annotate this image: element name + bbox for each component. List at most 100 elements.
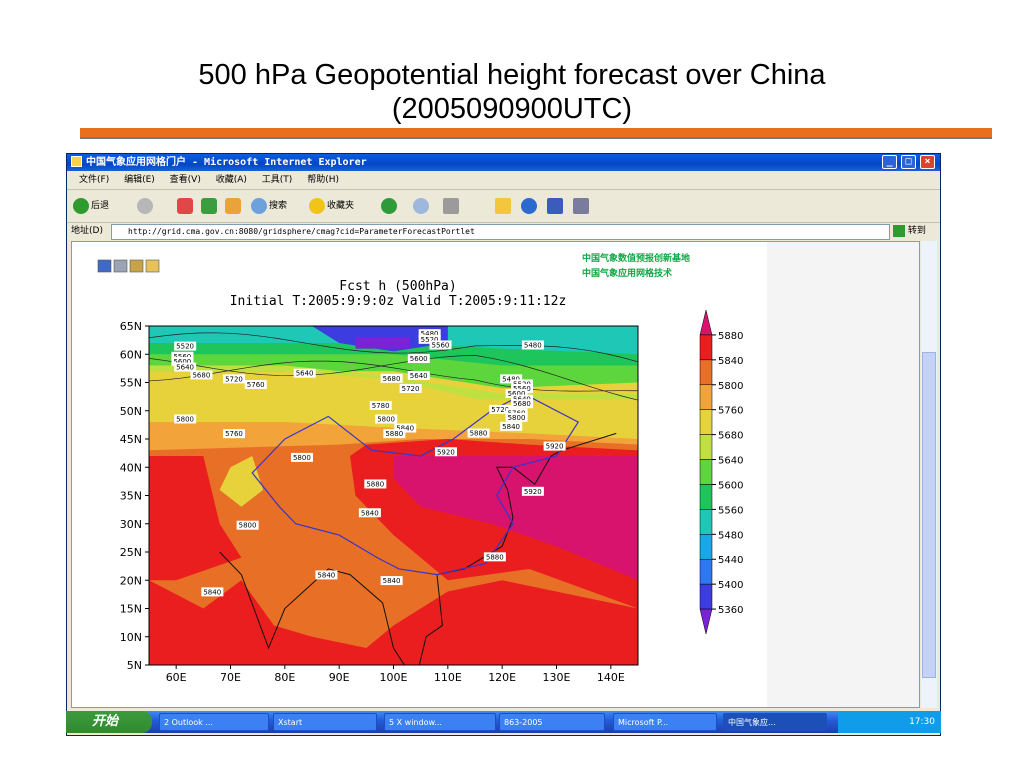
contour-label: 5800: [377, 415, 395, 423]
colorbar-segment: [699, 334, 713, 361]
task-outlook[interactable]: 2 Outlook ...: [159, 713, 269, 731]
task-ie[interactable]: 中国气象应...: [723, 713, 827, 731]
x-tick-label: 60E: [166, 671, 187, 684]
window-titlebar[interactable]: 中国气象应用网格门户 - Microsoft Internet Explorer…: [67, 154, 940, 171]
search-icon: [251, 197, 267, 214]
stop-button[interactable]: [177, 196, 195, 216]
y-tick-label: 25N: [120, 546, 142, 559]
contour-line: [149, 355, 638, 401]
colorbar-label: 5840: [718, 356, 743, 367]
contour-label-bg: [223, 429, 246, 439]
menu-file[interactable]: 文件(F): [79, 175, 110, 185]
page-side-panel: [767, 242, 919, 707]
messenger-button[interactable]: [521, 196, 539, 216]
favorites-button[interactable]: 收藏夹: [309, 196, 354, 216]
task-label: Microsoft P...: [618, 718, 669, 727]
contour-label-bg: [467, 428, 490, 438]
colorbar-label: 5680: [718, 431, 743, 442]
contour-label-bg: [434, 447, 457, 457]
print-icon: [443, 197, 459, 214]
contour-label: 5720: [402, 385, 420, 393]
y-tick-label: 40N: [120, 461, 142, 474]
contour-label-bg: [383, 429, 406, 439]
browser-window: 中国气象应用网格门户 - Microsoft Internet Explorer…: [66, 153, 941, 736]
clock: 17:30: [909, 717, 935, 727]
contour-label-bg: [399, 383, 422, 393]
vertical-scrollbar[interactable]: [921, 241, 937, 708]
band-fill: [219, 455, 264, 507]
contour-label: 5880: [385, 430, 403, 438]
home-button[interactable]: [225, 196, 243, 216]
search-label: 搜索: [269, 201, 288, 211]
colorbar-segment: [699, 534, 713, 560]
contour-label: 5760: [247, 381, 265, 389]
history-button[interactable]: [381, 196, 399, 216]
stop-icon: [177, 197, 193, 214]
contour-label: 5720: [491, 406, 509, 414]
contour-label-bg: [505, 408, 528, 418]
home-icon: [225, 197, 241, 214]
contour-label: 5600: [410, 355, 428, 363]
contour-label: 5800: [239, 522, 257, 530]
contour-label: 5800: [176, 415, 194, 423]
task-label: Xstart: [278, 718, 303, 727]
minimize-icon[interactable]: _: [882, 155, 897, 169]
contour-label-bg: [223, 374, 246, 384]
contour-label-bg: [375, 414, 398, 424]
go-button[interactable]: 转到: [893, 223, 926, 240]
folder-button[interactable]: [495, 196, 513, 216]
contour-label: 5640: [176, 364, 194, 372]
contour-label-bg: [505, 389, 528, 399]
menu-edit[interactable]: 编辑(E): [124, 175, 155, 185]
task-powerpoint[interactable]: Microsoft P...: [613, 713, 717, 731]
back-button[interactable]: 后退: [73, 196, 109, 216]
task-label: 863-2005: [504, 718, 543, 727]
messenger-icon: [521, 197, 537, 214]
research-button[interactable]: [573, 196, 591, 216]
contour-label: 5800: [508, 414, 526, 422]
export-icon: [129, 259, 144, 273]
contour-label: 5680: [383, 375, 401, 383]
tool-button[interactable]: [547, 196, 565, 216]
contour-label: 5680: [513, 400, 531, 408]
band-fill: [149, 455, 242, 581]
contour-label-bg: [429, 340, 452, 350]
page-content: 中国气象数值预报创新基地 中国气象应用网格技术 Fcst h (500hPa) Ini…: [71, 241, 920, 708]
contour-label-bg: [174, 362, 197, 372]
contour-label-bg: [315, 570, 338, 580]
mail-button[interactable]: [413, 196, 431, 216]
contour-label: 5560: [173, 353, 191, 361]
scrollbar-thumb[interactable]: [922, 352, 936, 678]
favorites-label: 收藏夹: [327, 201, 355, 211]
menu-help[interactable]: 帮助(H): [307, 175, 339, 185]
colorbar-label: 5480: [718, 530, 743, 541]
task-863[interactable]: 863-2005: [499, 713, 605, 731]
contour-label-bg: [511, 383, 534, 393]
y-tick-label: 10N: [120, 631, 142, 644]
contour-label: 5840: [383, 577, 401, 585]
menu-tools[interactable]: 工具(T): [261, 175, 293, 185]
contour-label-bg: [394, 423, 417, 433]
menu-favorites[interactable]: 收藏(A): [215, 175, 247, 185]
x-tick-label: 70E: [220, 671, 241, 684]
colorbar-label: 5880: [718, 331, 743, 342]
start-button[interactable]: 开始: [66, 711, 152, 733]
contour-label-bg: [174, 414, 197, 424]
menu-view[interactable]: 查看(V): [169, 175, 201, 185]
task-label: 中国气象应...: [728, 718, 776, 727]
contour-label-bg: [290, 452, 313, 462]
colorbar-label: 5800: [718, 381, 743, 392]
search-button[interactable]: 搜索: [251, 196, 287, 216]
x-tick-label: 130E: [543, 671, 571, 684]
print-button[interactable]: [443, 196, 461, 216]
task-xstart[interactable]: Xstart: [273, 713, 377, 731]
address-input[interactable]: http://grid.cma.gov.cn:8080/gridsphere/c…: [111, 224, 890, 240]
contour-label-bg: [489, 404, 512, 414]
close-icon[interactable]: ×: [920, 155, 935, 169]
task-xwindow[interactable]: 5 X window...: [384, 713, 496, 731]
maximize-icon[interactable]: □: [901, 155, 916, 169]
refresh-button[interactable]: [201, 196, 219, 216]
forward-button[interactable]: [137, 196, 155, 216]
y-tick-label: 45N: [120, 433, 142, 446]
contour-label-bg: [418, 334, 441, 344]
